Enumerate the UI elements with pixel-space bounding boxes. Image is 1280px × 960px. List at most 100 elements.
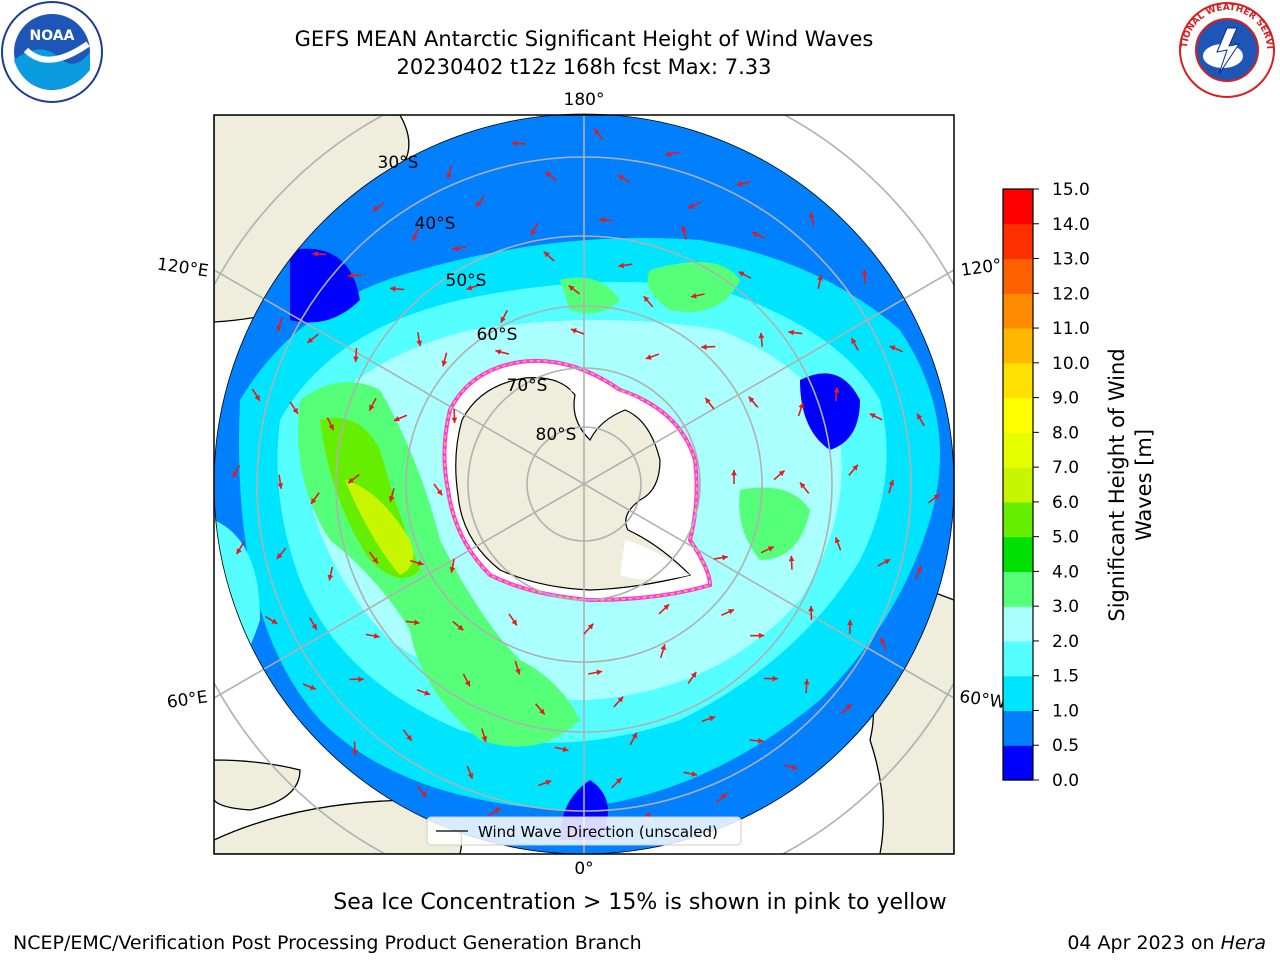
- colorbar-tick-label: 14.0: [1052, 215, 1090, 235]
- antarctica-land: [455, 377, 692, 591]
- colorbar-label-line1: Significant Height of Wind: [1105, 348, 1129, 621]
- wind-wave-arrow-head: [808, 212, 815, 219]
- wind-wave-arrow-head: [358, 676, 364, 683]
- wind-wave-arrow-head: [441, 360, 448, 367]
- wind-wave-arrow-head: [681, 226, 687, 232]
- colorbar-segment: [1003, 745, 1033, 781]
- wind-wave-arrow-head: [481, 736, 488, 742]
- wind-wave-arrow-head: [752, 232, 759, 238]
- wind-wave-arrow-head: [631, 732, 637, 739]
- wind-wave-arrow-head: [645, 354, 652, 360]
- wind-wave-arrow-head: [545, 171, 552, 178]
- wind-wave-arrow-head: [369, 404, 375, 411]
- colorbar-outline: [1002, 188, 1034, 781]
- wind-wave-arrow-head: [500, 316, 506, 323]
- wind-wave-arrow-head: [464, 680, 470, 687]
- wind-wave-arrow-head: [236, 548, 242, 555]
- lat-label-70s: 70°S: [507, 376, 548, 396]
- colorbar-tick-label: 3.0: [1052, 597, 1079, 617]
- wind-wave-arrow-head: [277, 483, 284, 489]
- wind-wave-arrow-head: [276, 553, 283, 559]
- wind-wave-arrow-head: [772, 675, 778, 682]
- colorbar-tick-label: 12.0: [1052, 284, 1090, 304]
- wind-wave-arrow-head: [803, 679, 810, 685]
- wind-wave-arrow-head: [916, 566, 922, 573]
- wind-wave-arrow-head: [372, 557, 378, 564]
- wind-wave-arrow-head: [748, 396, 755, 403]
- system-name: Hera: [1220, 932, 1266, 954]
- wind-wave-arrow-head: [660, 644, 666, 651]
- noaa-logo: NOAA: [1, 1, 103, 103]
- wind-wave-arrow-head: [788, 555, 795, 562]
- wind-wave-arrow-head: [767, 546, 774, 552]
- wind-wave-arrow-head: [688, 203, 695, 209]
- lat-label-40s: 40°S: [415, 214, 456, 234]
- colorbar-tick-label: 0.5: [1052, 736, 1079, 756]
- colorbar-segment: [1003, 536, 1033, 573]
- colorbar-segment: [1003, 501, 1033, 538]
- colorbar-tick-label: 11.0: [1052, 319, 1090, 339]
- lat-label-80s: 80°S: [536, 425, 577, 445]
- wind-wave-arrow-head: [788, 329, 794, 336]
- wind-wave-arrow-head: [545, 779, 552, 786]
- wind-wave-arrow-head: [412, 234, 418, 241]
- wind-wave-arrow-head: [738, 271, 745, 277]
- wind-wave-arrow-head: [416, 340, 423, 347]
- wind-wave-arrow-head: [312, 251, 318, 257]
- date-line: 04 Apr 2023 on Hera: [1067, 932, 1266, 954]
- colorbar-tick-label: 6.0: [1052, 493, 1079, 513]
- wind-wave-arrow-head: [446, 173, 452, 179]
- wind-wave-arrow-head: [390, 285, 396, 292]
- wind-wave-arrow-head: [722, 554, 728, 561]
- wind-wave-arrow-head: [271, 618, 278, 624]
- colorbar-segment: [1003, 467, 1033, 503]
- wind-wave-arrow-head: [888, 479, 895, 486]
- colorbar-segment: [1003, 362, 1033, 399]
- wind-wave-arrow-head: [562, 746, 569, 753]
- wind-wave-arrow-head: [599, 217, 605, 223]
- wind-wave-arrow-head: [388, 496, 395, 502]
- wind-wave-arrow-head: [347, 272, 354, 279]
- wind-wave-arrow-head: [617, 696, 624, 703]
- colorbar-segment: [1003, 571, 1033, 607]
- wind-wave-arrow-head: [690, 293, 697, 299]
- wind-wave-arrow-head: [352, 750, 358, 756]
- wind-wave-arrow-head: [372, 205, 379, 212]
- lon-label-60e: 60°E: [166, 687, 209, 712]
- wind-wave-arrow-head: [570, 328, 577, 334]
- colorbar-segment: [1003, 223, 1033, 260]
- wind-wave-arrow-head: [778, 470, 785, 477]
- wind-wave-arrow-head: [758, 738, 764, 744]
- map-subtitle: 20230402 t12z 168h fcst Max: 7.33: [396, 55, 772, 79]
- wind-wave-arrow-head: [309, 684, 316, 690]
- wind-wave-arrow-head: [421, 791, 427, 797]
- wind-wave-arrow-head: [254, 394, 260, 401]
- wind-wave-arrow-head: [758, 332, 765, 339]
- lon-label-0: 0°: [574, 859, 593, 879]
- wind-wave-arrow-head: [596, 669, 603, 676]
- wind-wave-arrow-head: [817, 275, 823, 281]
- wind-wave-arrow-head: [731, 470, 737, 476]
- wind-wave-arrow-head: [798, 402, 804, 409]
- wind-wave-arrow-head: [889, 345, 896, 351]
- colorbar-segment: [1003, 189, 1033, 225]
- lat-label-60s: 60°S: [477, 325, 518, 345]
- nws-logo: NATIONAL WEATHER SERVICE: [1175, 0, 1275, 98]
- colorbar-segment: [1003, 675, 1033, 712]
- colorbar-ticks: 0.0 0.5 1.0 1.5 2.0 3.0 4.0 5.0 6.0 7.0 8.0 9.0 10.0…: [1033, 180, 1090, 791]
- date-text: 04 Apr 2023 on: [1067, 932, 1221, 954]
- noaa-logo-text: NOAA: [30, 28, 75, 44]
- wind-wave-arrow-head: [466, 284, 473, 291]
- wind-wave-arrow-head: [709, 715, 716, 722]
- colorbar-segment: [1003, 397, 1033, 433]
- wind-wave-arrow-head: [531, 229, 537, 236]
- wind-wave-arrow-head: [791, 764, 798, 771]
- wind-wave-arrow-head: [705, 397, 711, 404]
- map-frame-content: [214, 115, 954, 854]
- colorbar-tick-label: 9.0: [1052, 389, 1079, 409]
- wind-wave-arrow-head: [884, 559, 891, 565]
- wind-wave-arrow-head: [852, 464, 858, 471]
- sea-ice-note: Sea Ice Concentration > 15% is shown in …: [333, 890, 947, 915]
- wind-wave-arrow-head: [847, 619, 853, 626]
